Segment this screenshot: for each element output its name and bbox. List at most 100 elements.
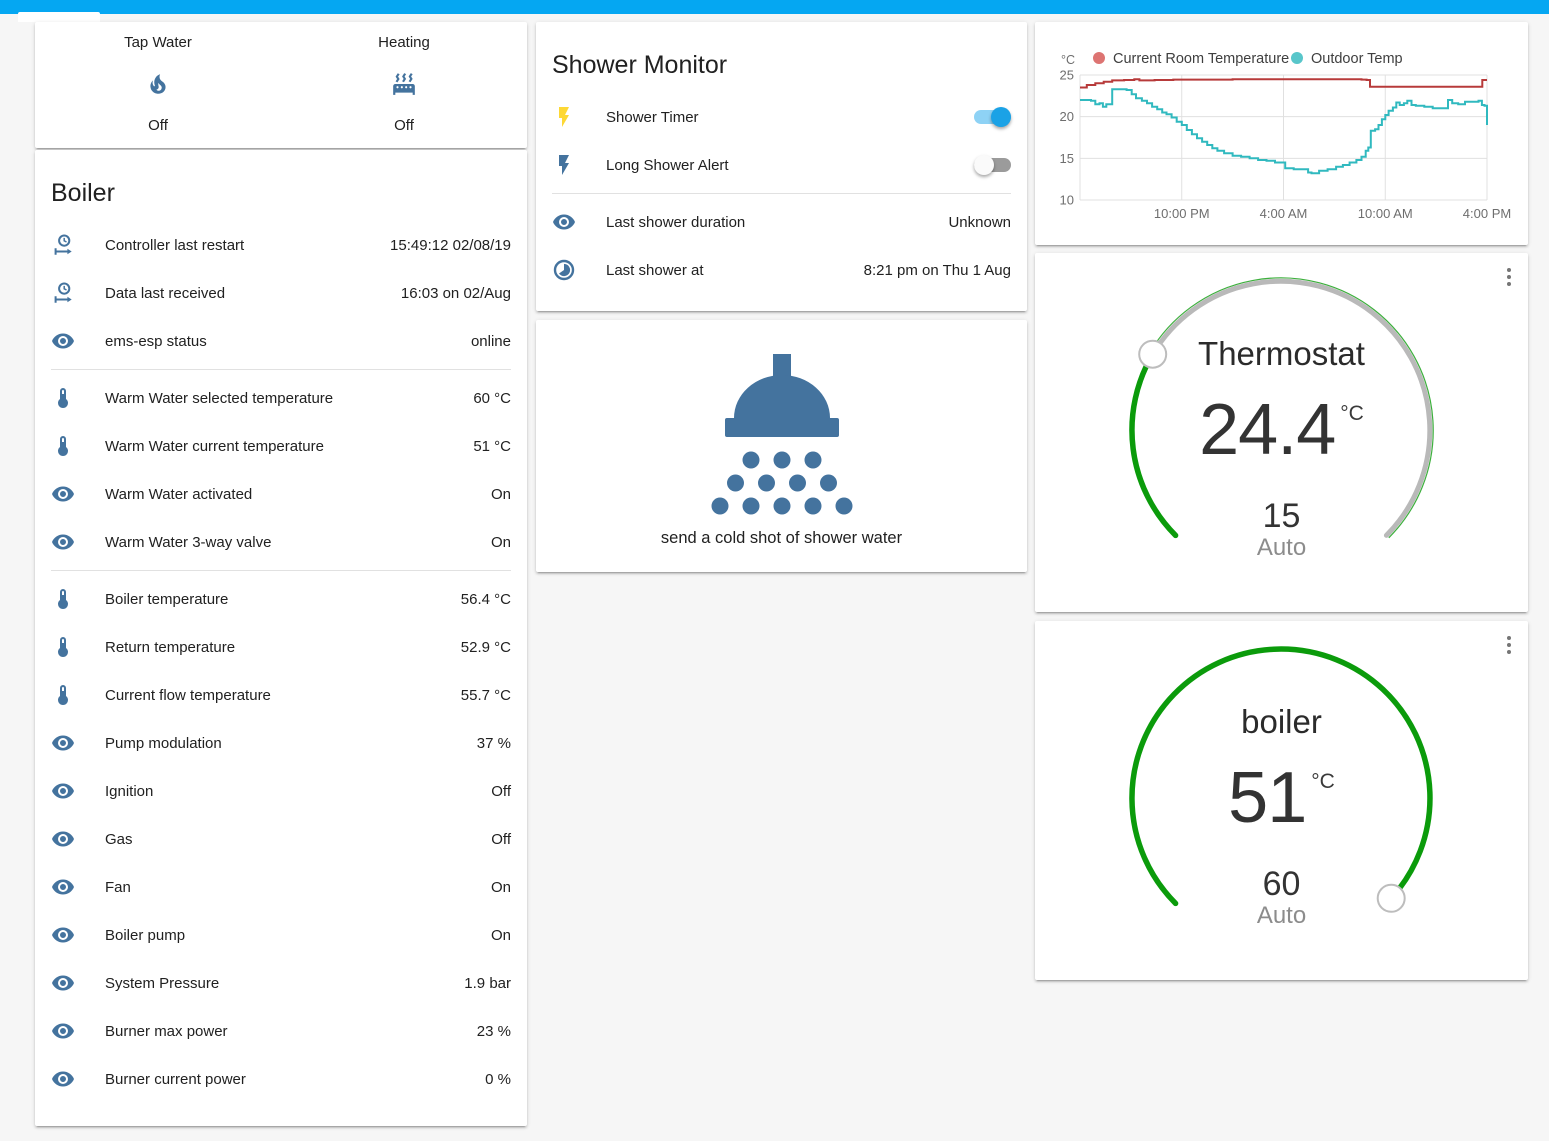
- y-tick-label: 15: [1060, 151, 1074, 166]
- eye-icon: [51, 731, 75, 755]
- entity-value: 15:49:12 02/08/19: [390, 236, 511, 254]
- entity-value: On: [490, 926, 511, 944]
- eye-icon: [51, 827, 75, 851]
- cold-shot-caption: send a cold shot of shower water: [660, 529, 903, 547]
- entity-value: 37 %: [476, 734, 511, 752]
- entity-name: Warm Water 3-way valve: [105, 533, 272, 551]
- entity-row[interactable]: Burner max power 23 %: [35, 1007, 527, 1055]
- boiler-gauge-card: boiler 51 °C 60 Auto: [1035, 621, 1528, 980]
- glance-item[interactable]: Tap Water Off: [35, 34, 281, 134]
- slider-progress: [1129, 646, 1433, 907]
- entity-name: Shower Timer: [606, 108, 699, 126]
- entity-name: Controller last restart: [105, 236, 245, 254]
- cold-shot-button-card[interactable]: send a cold shot of shower water: [536, 320, 1027, 572]
- entity-name: Fan: [105, 878, 131, 896]
- entity-row[interactable]: Warm Water current temperature 51 °C: [35, 422, 527, 470]
- x-tick-label: 10:00 PM: [1154, 206, 1210, 221]
- history-chart[interactable]: 25 20 15 10 10:00 PM 4:00 AM 10:00 AM 4:00 PM °C…: [1035, 22, 1528, 245]
- gauge-unit: °C: [1311, 770, 1335, 793]
- entity-row[interactable]: Fan On: [35, 863, 527, 911]
- slider-track: [1150, 278, 1433, 538]
- glance-item[interactable]: Heating Off: [281, 34, 527, 134]
- entity-row[interactable]: System Pressure 1.9 bar: [35, 959, 527, 1007]
- gauge-target-temp: 15: [1262, 497, 1301, 535]
- slider-handle[interactable]: [1376, 883, 1406, 913]
- entity-value: On: [490, 485, 511, 503]
- entity-row[interactable]: Ignition Off: [35, 767, 527, 815]
- entity-row[interactable]: Pump modulation 37 %: [35, 719, 527, 767]
- series-line: [1080, 78, 1487, 89]
- entity-row[interactable]: Controller last restart 15:49:12 02/08/1…: [35, 221, 527, 269]
- gauge-current-temp: 24.4 °C: [1199, 390, 1364, 470]
- more-options-icon[interactable]: [1505, 634, 1513, 656]
- entity-value: 16:03 on 02/Aug: [400, 284, 511, 302]
- entity-row[interactable]: Gas Off: [35, 815, 527, 863]
- thermometer-icon: [51, 434, 75, 458]
- entity-name: Warm Water activated: [105, 485, 253, 503]
- shower-info-list: Last shower duration Unknown Last shower…: [536, 198, 1027, 294]
- toggle-switch[interactable]: [974, 155, 1011, 175]
- eye-icon: [51, 875, 75, 899]
- entity-name: System Pressure: [105, 974, 220, 992]
- entity-row[interactable]: Warm Water selected temperature 60 °C: [35, 374, 527, 422]
- entity-value: On: [490, 878, 511, 896]
- legend-label[interactable]: Current Room Temperature: [1113, 51, 1289, 67]
- slider-handle[interactable]: [1138, 339, 1168, 369]
- more-options-icon[interactable]: [1505, 266, 1513, 288]
- entity-row[interactable]: Warm Water activated On: [35, 470, 527, 518]
- shower-monitor-title: Shower Monitor: [552, 51, 728, 79]
- entity-row[interactable]: Last shower duration Unknown: [536, 198, 1027, 246]
- entity-name: Ignition: [105, 782, 154, 800]
- entity-row[interactable]: Data last received 16:03 on 02/Aug: [35, 269, 527, 317]
- entity-value: 55.7 °C: [460, 686, 511, 704]
- entity-row[interactable]: Boiler temperature 56.4 °C: [35, 575, 527, 623]
- thermometer-icon: [51, 587, 75, 611]
- entity-row[interactable]: Last shower at 8:21 pm on Thu 1 Aug: [536, 246, 1027, 294]
- entity-value: Off: [491, 830, 511, 848]
- entity-value: 8:21 pm on Thu 1 Aug: [863, 261, 1011, 279]
- x-tick-label: 4:00 AM: [1260, 206, 1308, 221]
- thermometer-icon: [51, 683, 75, 707]
- entity-row[interactable]: Return temperature 52.9 °C: [35, 623, 527, 671]
- legend-dot[interactable]: [1291, 52, 1303, 64]
- glance-card: Tap Water Off Heating Off: [35, 22, 527, 148]
- entity-value: 56.4 °C: [460, 590, 511, 608]
- entity-value: 0 %: [485, 1070, 511, 1088]
- entity-value: On: [490, 533, 511, 551]
- entity-name: ems-esp status: [105, 332, 207, 350]
- flash-icon: [552, 153, 576, 177]
- entity-name: Last shower at: [606, 261, 704, 279]
- history-chart-card: 25 20 15 10 10:00 PM 4:00 AM 10:00 AM 4:00 PM °C…: [1035, 22, 1528, 245]
- boiler-slider[interactable]: [1035, 621, 1528, 980]
- entity-row[interactable]: Burner current power 0 %: [35, 1055, 527, 1103]
- entity-name: Return temperature: [105, 638, 236, 656]
- thermostat-card: Thermostat 24.4 °C 15 Auto: [1035, 253, 1528, 612]
- gauge-buttons: [1035, 563, 1528, 590]
- boiler-entity-list: Controller last restart 15:49:12 02/08/1…: [35, 221, 527, 1103]
- entity-value: 52.9 °C: [460, 638, 511, 656]
- series-line: [1080, 88, 1488, 175]
- boiler-card-title: Boiler: [51, 179, 115, 207]
- divider: [552, 193, 1011, 194]
- entity-value: 23 %: [476, 1022, 511, 1040]
- entity-name: Burner max power: [105, 1022, 228, 1040]
- legend-dot[interactable]: [1093, 52, 1105, 64]
- entity-row[interactable]: Boiler pump On: [35, 911, 527, 959]
- legend-label[interactable]: Outdoor Temp: [1311, 51, 1403, 67]
- thermostat-slider[interactable]: [1035, 253, 1528, 612]
- eye-icon: [51, 971, 75, 995]
- glance-item-label: Tap Water: [124, 34, 192, 51]
- toggle-row: Shower Timer: [536, 93, 1027, 141]
- entity-row[interactable]: Warm Water 3-way valve On: [35, 518, 527, 566]
- entity-value: 60 °C: [473, 389, 511, 407]
- entity-row[interactable]: ems-esp status online: [35, 317, 527, 365]
- active-tab-indicator[interactable]: [18, 12, 100, 22]
- slider-progress: [1129, 351, 1179, 539]
- toggle-switch[interactable]: [974, 107, 1011, 127]
- entity-row[interactable]: Current flow temperature 55.7 °C: [35, 671, 527, 719]
- entity-value: 51 °C: [473, 437, 511, 455]
- glance-item-state: Off: [148, 117, 168, 134]
- eye-icon: [51, 779, 75, 803]
- entity-name: Boiler pump: [105, 926, 186, 944]
- entity-value: Unknown: [948, 213, 1011, 231]
